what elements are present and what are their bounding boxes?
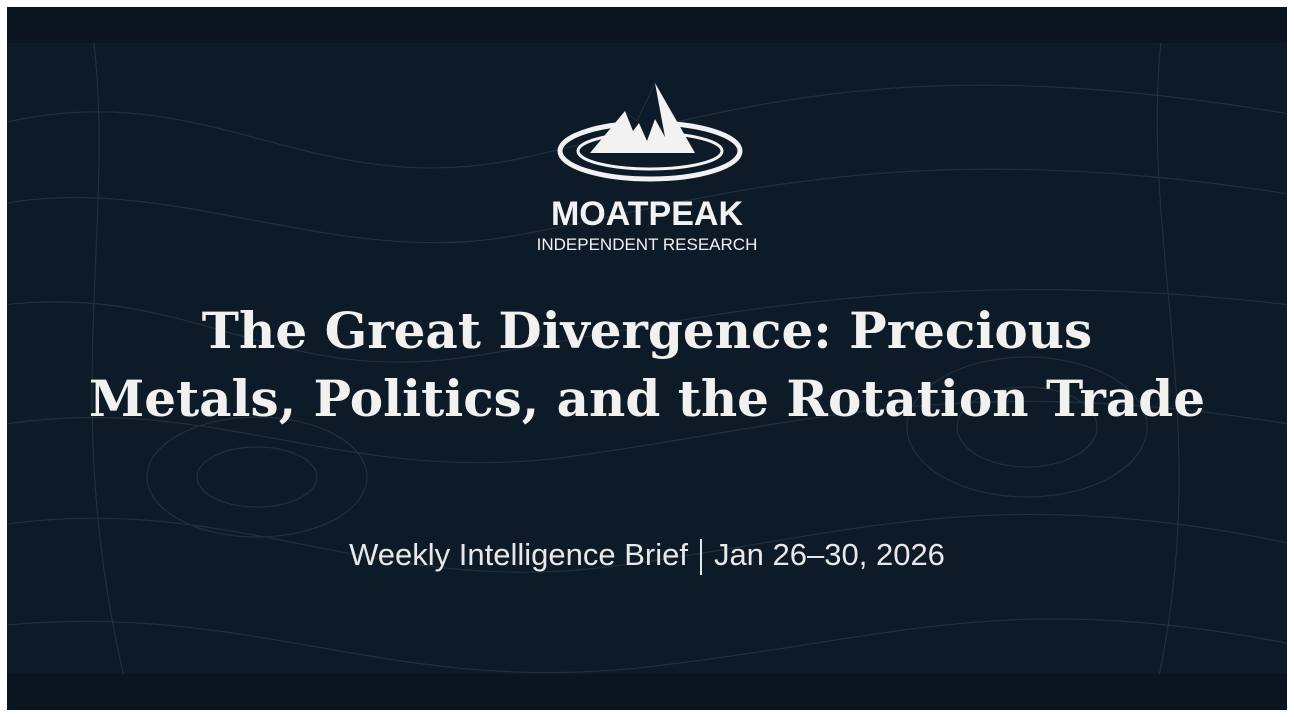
logo — [557, 83, 743, 182]
date-range: Jan 26–30, 2026 — [713, 537, 945, 572]
brand-name: MOATPEAK — [550, 195, 744, 233]
top-band — [7, 7, 1287, 43]
series-name: Weekly Intelligence Brief — [349, 537, 688, 572]
separator — [699, 538, 702, 575]
title-line: Metals, Politics, and the Rotation Trade — [88, 369, 1206, 428]
bottom-band — [7, 674, 1287, 710]
subtitle: Weekly Intelligence Brief Jan 26–30, 2026 — [7, 537, 1287, 575]
title-line: The Great Divergence: Precious — [201, 301, 1093, 360]
title: The Great Divergence: Precious Metals, P… — [7, 297, 1287, 433]
brand-tagline: INDEPENDENT RESEARCH — [536, 235, 758, 254]
slide: MOATPEAK INDEPENDENT RESEARCH The Great … — [7, 7, 1287, 710]
topo-background — [7, 7, 1287, 710]
